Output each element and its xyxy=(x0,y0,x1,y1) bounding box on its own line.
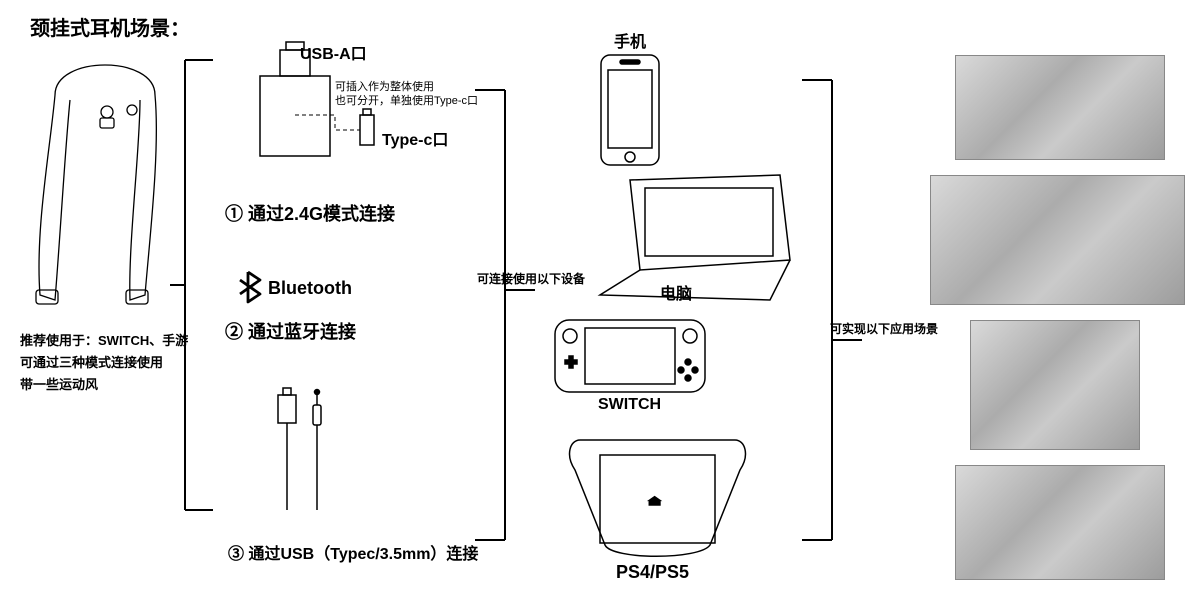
bracket-3 xyxy=(802,80,862,540)
earphone-icon xyxy=(36,65,156,304)
bluetooth-icon xyxy=(240,272,260,302)
ps-label: PS4/PS5 xyxy=(616,562,689,583)
method-1-label: ① 通过2.4G模式连接 xyxy=(225,200,395,226)
adapter-desc-line: 可插入作为整体使用 xyxy=(335,80,478,94)
method-2-label: ② 通过蓝牙连接 xyxy=(225,318,356,344)
scenario-photo-1 xyxy=(955,55,1165,160)
bracket-2 xyxy=(475,90,535,540)
scenario-photo-4 xyxy=(955,465,1165,580)
svg-text:⏏: ⏏ xyxy=(648,492,661,508)
bracket-1 xyxy=(170,60,213,510)
cables-icon xyxy=(278,388,321,510)
typec-label: Type-c口 xyxy=(382,126,448,150)
adapter-desc-line: 也可分开，单独使用Type-c口 xyxy=(335,94,478,108)
laptop-label: 电脑 xyxy=(660,280,692,304)
method-3-label: ③ 通过USB（Typec/3.5mm）连接 xyxy=(228,540,478,564)
laptop-icon xyxy=(600,175,790,300)
ps5-icon: ⏏ xyxy=(570,440,746,556)
bridge-1-label: 可连接使用以下设备 xyxy=(477,270,585,287)
usb-a-label: USB-A口 xyxy=(300,40,367,64)
bridge-2-label: 可实现以下应用场景 xyxy=(830,320,938,337)
phone-icon xyxy=(601,55,659,165)
switch-device-icon xyxy=(555,320,705,392)
switch-label: SWITCH xyxy=(598,396,661,414)
phone-label: 手机 xyxy=(614,28,646,52)
scenario-photo-2 xyxy=(930,175,1185,305)
adapter-desc: 可插入作为整体使用 也可分开，单独使用Type-c口 xyxy=(335,80,478,109)
scenario-photo-3 xyxy=(970,320,1140,450)
bluetooth-label: Bluetooth xyxy=(268,278,352,299)
